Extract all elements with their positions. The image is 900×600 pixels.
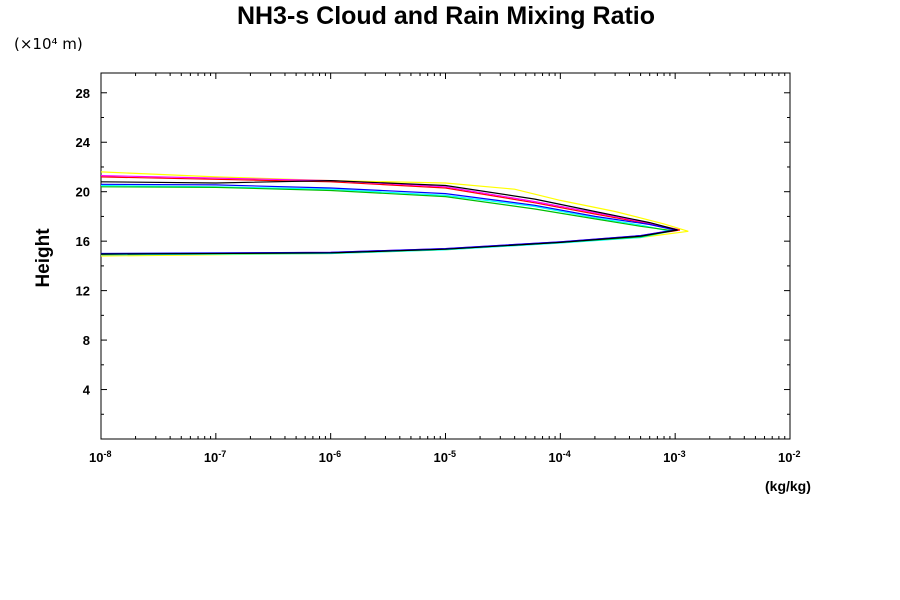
x-tick-label: 10-4 [548, 449, 570, 465]
y-tick-label: 28 [76, 86, 90, 101]
series-lines [100, 171, 689, 257]
y-tick-labels: 4 8 12 16 20 24 28 [76, 86, 91, 398]
x-tick-label: 10-3 [663, 449, 685, 465]
series-line-5 [100, 186, 673, 255]
x-tick-labels: 10-8 10-7 10-6 10-5 10-4 10-3 10-2 [89, 449, 800, 465]
plot-frame [100, 72, 791, 440]
series-line-6 [100, 183, 676, 255]
x-tick-label: 10-6 [319, 449, 341, 465]
y-tick-label: 16 [76, 234, 90, 249]
series-line-7 [100, 179, 678, 255]
y-tick-label: 20 [76, 185, 90, 200]
series-line-4 [100, 184, 671, 256]
y-tick-label: 4 [83, 383, 91, 398]
y-axis-label: Height [33, 228, 54, 288]
y-axis-unit: (×10⁴ m) [14, 35, 83, 53]
x-axis-unit: (kg/kg) [765, 478, 811, 494]
x-tick-label: 10-8 [89, 449, 111, 465]
x-tick-label: 10-2 [778, 449, 800, 465]
chart-title: NH3-s Cloud and Rain Mixing Ratio [237, 2, 655, 30]
y-tick-label: 24 [76, 135, 91, 150]
y-tick-label: 8 [83, 333, 90, 348]
y-tick-label: 12 [76, 284, 90, 299]
axis-ticks [100, 73, 790, 439]
x-tick-label: 10-5 [434, 449, 456, 465]
x-tick-label: 10-7 [204, 449, 226, 465]
